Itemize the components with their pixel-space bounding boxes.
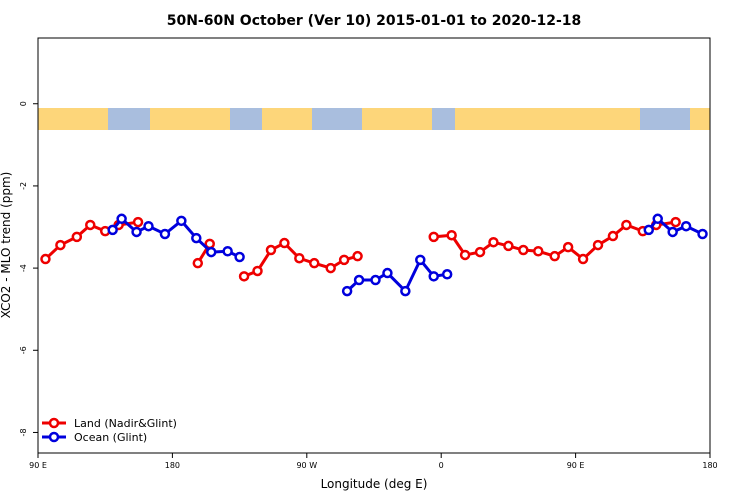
data-point [428,231,439,243]
map-land [362,108,432,130]
map-land [150,108,230,130]
data-point [382,267,393,279]
x-tick-label: 90 W [296,461,317,470]
data-point [191,232,202,244]
data-point [40,253,51,265]
map-band [38,108,710,130]
x-axis-label: Longitude (deg E) [321,477,428,491]
data-point [549,250,560,262]
map-land [38,108,108,130]
data-point [607,230,619,242]
y-tick-label: -8 [19,428,28,436]
data-point [643,224,655,236]
plot-frame [37,37,711,454]
data-point [577,253,589,265]
data-point [205,246,217,258]
data-point [234,251,245,263]
data-point [192,257,204,269]
data-point [670,216,681,228]
data-point [176,215,187,227]
data-point [341,285,353,297]
y-tick-label: -6 [19,346,28,354]
data-point [428,271,439,282]
data-point [592,239,604,251]
y-tick-label: -4 [19,264,28,272]
map-land [690,108,710,130]
data-point [338,254,350,266]
data-point [309,257,320,269]
x-tick-label: 90 E [567,461,585,470]
data-point [325,262,336,274]
y-tick-label: -2 [19,182,28,190]
x-tick-label: 180 [165,461,180,470]
data-point [279,237,290,249]
data-point [294,252,305,264]
data-point [265,244,277,256]
data-point [518,244,529,256]
data-point [71,231,83,243]
x-tick-label: 180 [702,461,717,470]
data-point [238,271,250,282]
data-point [562,241,574,253]
data-point [459,249,471,261]
data-point [55,239,66,251]
data-point [222,246,233,257]
data-point [107,224,118,236]
x-tick-label: 0 [439,461,444,470]
data-point [353,274,365,286]
data-point [159,228,171,240]
data-point [503,240,514,252]
legend-label: Land (Nadir&Glint) [74,417,177,430]
data-point [446,229,457,241]
map-land [262,108,312,130]
x-tick-label: 90 E [29,461,47,470]
data-point [132,216,144,228]
data-point [370,274,381,286]
data-point [488,236,499,248]
data-point [85,219,96,231]
data-point [667,226,678,238]
data-point [400,285,411,297]
y-tick-label: 0 [19,101,28,106]
legend-label: Ocean (Glint) [74,431,147,444]
data-point [143,220,154,232]
data-point [697,228,708,240]
data-point [352,250,363,262]
map-land [455,108,640,130]
legend-marker [48,431,60,443]
data-point [441,269,453,280]
data-point [621,219,632,231]
data-point [131,226,142,238]
legend-marker [48,417,60,429]
data-point [474,246,486,258]
data-point [533,246,544,257]
data-point [415,254,426,266]
chart-title: 50N-60N October (Ver 10) 2015-01-01 to 2… [167,13,582,29]
data-point [116,213,127,225]
data-point [252,265,263,277]
y-axis-label: XCO2 - MLO trend (ppm) [0,172,13,319]
data-point [652,213,663,225]
data-point [680,220,692,232]
